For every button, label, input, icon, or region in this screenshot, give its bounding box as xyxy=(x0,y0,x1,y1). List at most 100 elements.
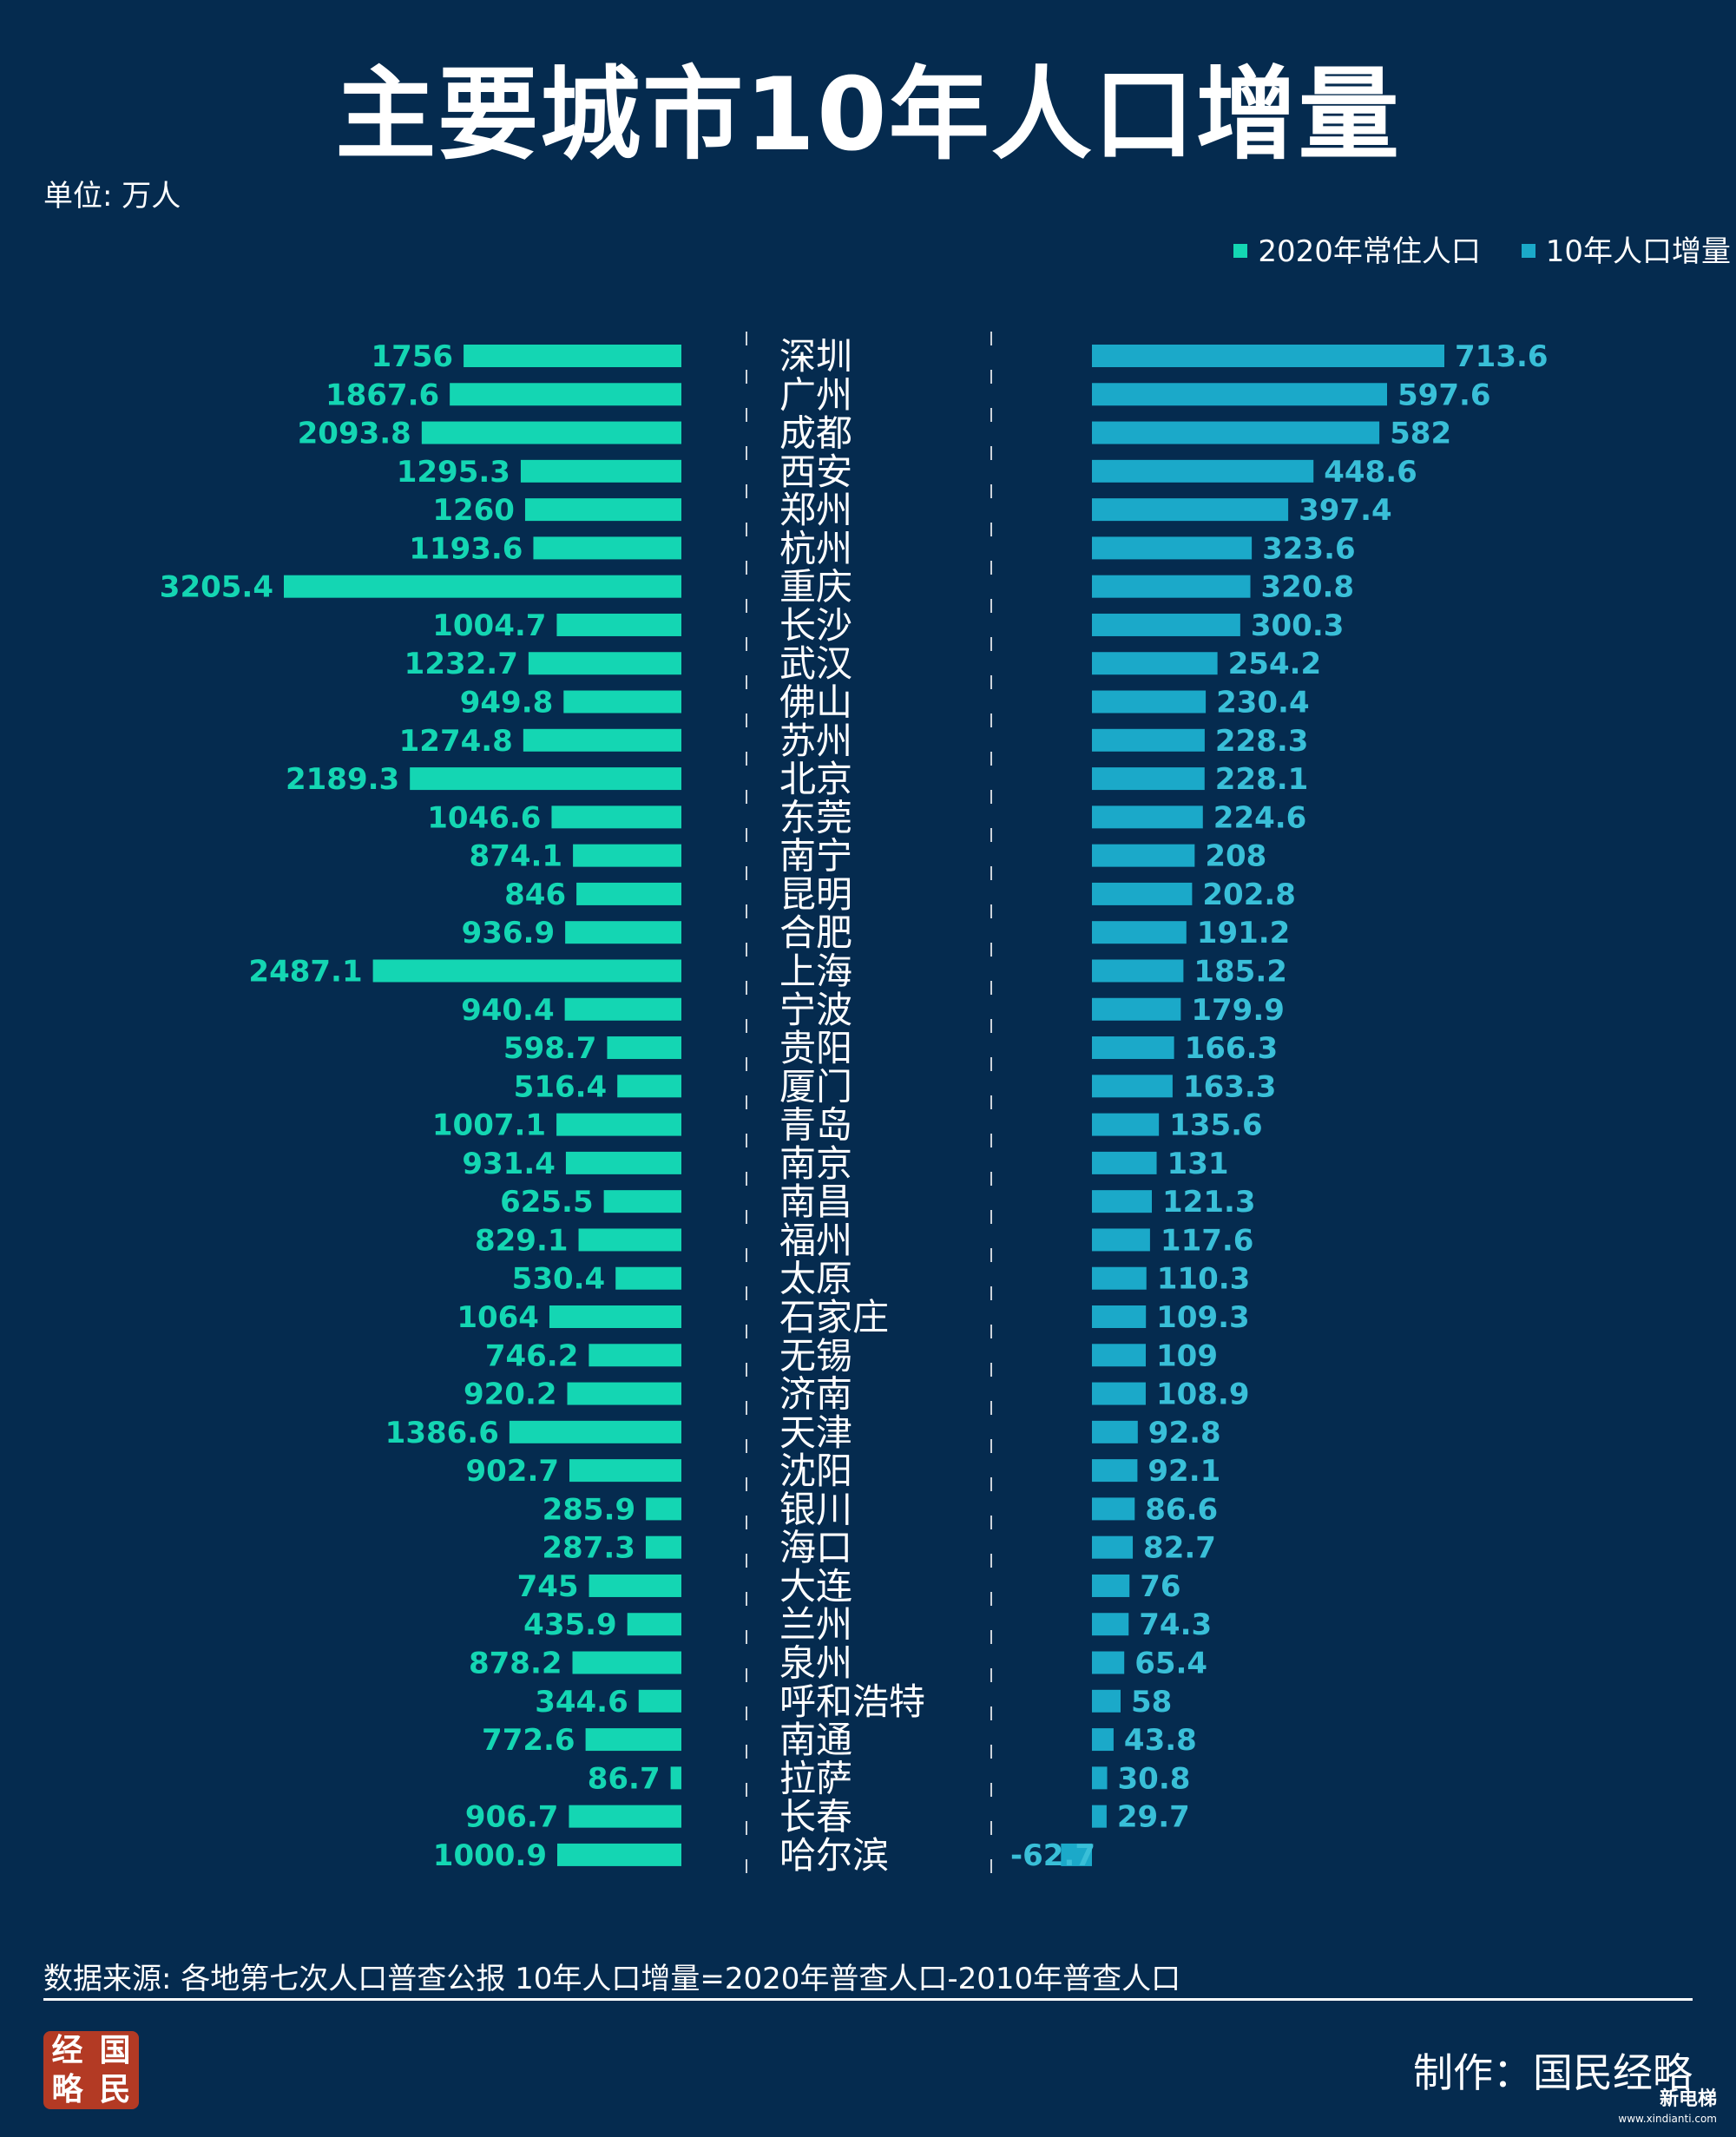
brand-logo: 经 国 略 民 xyxy=(43,2031,139,2109)
population-bar xyxy=(569,1805,681,1828)
city-label: 济南 xyxy=(779,1373,852,1416)
population-bar xyxy=(615,1266,681,1290)
increase-value-label: 228.1 xyxy=(1215,762,1309,797)
population-bar xyxy=(567,1382,681,1405)
city-label: 佛山 xyxy=(779,681,852,724)
population-bar xyxy=(578,1228,681,1252)
increase-bar xyxy=(1092,1382,1146,1405)
population-bar xyxy=(576,882,681,905)
population-bar xyxy=(533,536,681,560)
population-bar xyxy=(372,959,681,983)
population-bar xyxy=(564,997,681,1021)
population-bar xyxy=(528,652,681,675)
population-bar xyxy=(565,921,681,944)
city-label: 厦门 xyxy=(779,1065,852,1108)
city-label: 深圳 xyxy=(779,335,852,378)
corner-watermark: 新电梯 www.xindianti.com xyxy=(1618,2090,1717,2128)
city-label: 贵阳 xyxy=(779,1027,852,1069)
population-bar xyxy=(284,575,681,598)
logo-char: 略 xyxy=(51,2071,83,2107)
increase-bar xyxy=(1092,345,1444,367)
increase-value-label: 224.6 xyxy=(1213,800,1307,835)
city-label: 青岛 xyxy=(779,1104,852,1147)
population-value-label: 931.4 xyxy=(462,1147,556,1181)
city-label: 拉萨 xyxy=(779,1757,852,1799)
increase-bar xyxy=(1092,1497,1135,1521)
population-value-label: 745 xyxy=(517,1569,579,1604)
increase-bar xyxy=(1092,1305,1147,1328)
increase-value-label: 82.7 xyxy=(1143,1531,1216,1566)
increase-bar xyxy=(1092,1190,1153,1213)
increase-value-label: 320.8 xyxy=(1261,570,1355,605)
population-bar xyxy=(549,1305,681,1328)
population-value-label: 1007.1 xyxy=(432,1108,546,1143)
city-label: 成都 xyxy=(779,412,852,455)
population-bar xyxy=(627,1613,681,1636)
city-label: 昆明 xyxy=(779,873,852,916)
city-label: 杭州 xyxy=(779,527,852,569)
city-label: 南昌 xyxy=(779,1180,852,1223)
increase-value-label: -62.7 xyxy=(1010,1838,1095,1873)
population-value-label: 1046.6 xyxy=(427,800,541,835)
population-value-label: 530.4 xyxy=(512,1262,606,1297)
city-label: 南通 xyxy=(779,1719,852,1761)
population-value-label: 874.1 xyxy=(470,839,563,874)
population-bar xyxy=(523,728,681,752)
population-value-label: 846 xyxy=(504,878,566,912)
increase-value-label: 202.8 xyxy=(1202,878,1296,912)
increase-value-label: 131 xyxy=(1167,1147,1229,1181)
population-value-label: 2487.1 xyxy=(248,954,362,989)
population-bar xyxy=(556,1113,681,1136)
population-bar xyxy=(421,421,681,444)
increase-bar xyxy=(1092,1075,1173,1098)
increase-value-label: 166.3 xyxy=(1185,1031,1279,1066)
increase-bar xyxy=(1092,1805,1107,1828)
population-value-label: 1867.6 xyxy=(326,378,439,412)
city-label: 郑州 xyxy=(779,489,852,531)
city-label: 沈阳 xyxy=(779,1450,852,1492)
increase-bar xyxy=(1092,805,1203,829)
population-bar xyxy=(638,1689,681,1713)
population-value-label: 1756 xyxy=(371,339,453,374)
population-bar xyxy=(556,1843,681,1866)
population-value-label: 1064 xyxy=(457,1300,539,1335)
city-label: 天津 xyxy=(779,1411,852,1454)
increase-value-label: 109 xyxy=(1156,1338,1218,1373)
population-value-label: 435.9 xyxy=(523,1608,617,1642)
increase-value-label: 76 xyxy=(1140,1569,1180,1604)
increase-value-label: 185.2 xyxy=(1194,954,1287,989)
increase-value-label: 228.3 xyxy=(1215,724,1309,759)
increase-value-label: 58 xyxy=(1131,1685,1172,1719)
increase-value-label: 92.1 xyxy=(1147,1454,1220,1489)
population-bar xyxy=(585,1728,681,1752)
population-bar xyxy=(645,1535,681,1559)
increase-bar xyxy=(1092,882,1193,905)
logo-char: 国 xyxy=(99,2032,131,2068)
population-value-label: 1260 xyxy=(432,493,515,528)
population-value-label: 1386.6 xyxy=(385,1416,499,1450)
logo-char: 经 xyxy=(51,2032,83,2068)
population-value-label: 2189.3 xyxy=(286,762,399,797)
increase-bar xyxy=(1092,844,1195,867)
population-value-label: 746.2 xyxy=(485,1338,579,1373)
population-value-label: 906.7 xyxy=(465,1800,559,1835)
increase-value-label: 163.3 xyxy=(1183,1069,1277,1104)
increase-bar xyxy=(1092,383,1388,406)
city-label: 宁波 xyxy=(779,989,852,1031)
population-value-label: 516.4 xyxy=(514,1069,608,1104)
population-bar xyxy=(563,690,681,713)
corner-watermark-url: www.xindianti.com xyxy=(1618,2113,1717,2125)
city-label: 南京 xyxy=(779,1142,852,1185)
increase-bar xyxy=(1092,728,1205,752)
population-value-label: 2093.8 xyxy=(298,417,411,451)
city-label: 西安 xyxy=(779,450,852,493)
increase-bar xyxy=(1092,613,1240,636)
population-bar xyxy=(509,1420,681,1443)
city-label: 太原 xyxy=(779,1258,852,1300)
population-value-label: 625.5 xyxy=(500,1185,594,1220)
population-bar xyxy=(670,1766,681,1790)
city-label: 北京 xyxy=(779,758,852,800)
city-label: 南宁 xyxy=(779,835,852,878)
population-value-label: 1004.7 xyxy=(432,608,546,643)
